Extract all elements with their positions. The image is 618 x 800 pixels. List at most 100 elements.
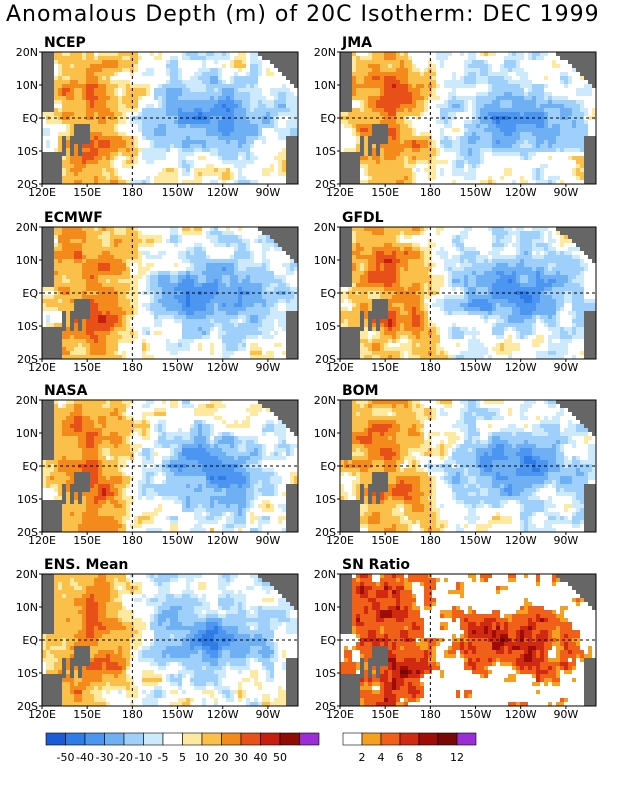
map-cell xyxy=(262,355,266,359)
map-cell xyxy=(392,104,396,108)
map-cell xyxy=(66,279,70,283)
map-cell xyxy=(568,60,572,64)
map-cell xyxy=(254,132,258,136)
map-cell xyxy=(194,72,198,76)
map-cell xyxy=(344,180,348,184)
map-cell xyxy=(62,235,66,239)
map-cell xyxy=(110,60,114,64)
map-cell xyxy=(218,327,222,331)
map-cell xyxy=(278,295,282,299)
map-cell xyxy=(408,72,412,76)
map-cell xyxy=(206,283,210,287)
map-cell xyxy=(46,227,50,231)
map-cell xyxy=(340,164,344,168)
map-cell xyxy=(500,92,504,96)
map-cell xyxy=(290,124,294,128)
map-cell xyxy=(226,227,230,231)
map-cell xyxy=(158,283,162,287)
map-cell xyxy=(242,307,246,311)
map-cell xyxy=(206,128,210,132)
map-cell xyxy=(488,84,492,88)
map-cell xyxy=(122,287,126,291)
map-cell xyxy=(122,267,126,271)
map-cell xyxy=(206,84,210,88)
map-cell xyxy=(262,227,266,231)
map-cell xyxy=(290,323,294,327)
map-cell xyxy=(234,160,238,164)
map-cell xyxy=(134,307,138,311)
map-cell xyxy=(46,112,50,116)
map-cell xyxy=(170,116,174,120)
map-cell xyxy=(82,343,86,347)
map-cell xyxy=(234,120,238,124)
map-cell xyxy=(78,235,82,239)
map-cell xyxy=(90,112,94,116)
map-cell xyxy=(98,287,102,291)
map-cell xyxy=(436,96,440,100)
map-cell xyxy=(114,343,118,347)
map-cell xyxy=(90,243,94,247)
map-cell xyxy=(540,176,544,180)
map-cell xyxy=(166,100,170,104)
map-cell xyxy=(258,92,262,96)
map-cell xyxy=(158,176,162,180)
map-cell xyxy=(118,140,122,144)
map-cell xyxy=(254,108,258,112)
map-cell xyxy=(194,327,198,331)
map-cell xyxy=(348,124,352,128)
map-cell xyxy=(388,100,392,104)
map-cell xyxy=(174,287,178,291)
map-cell xyxy=(90,80,94,84)
map-cell xyxy=(230,76,234,80)
map-cell xyxy=(532,128,536,132)
map-cell xyxy=(182,140,186,144)
map-cell xyxy=(186,227,190,231)
map-cell xyxy=(278,231,282,235)
map-cell xyxy=(122,327,126,331)
map-cell xyxy=(190,311,194,315)
map-cell xyxy=(206,295,210,299)
map-cell xyxy=(214,92,218,96)
map-cell xyxy=(238,64,242,68)
map-cell xyxy=(118,315,122,319)
map-cell xyxy=(74,307,78,311)
map-cell xyxy=(210,311,214,315)
map-cell xyxy=(46,92,50,96)
map-cell xyxy=(282,311,286,315)
map-cell xyxy=(190,160,194,164)
map-cell xyxy=(552,64,556,68)
map-cell xyxy=(118,259,122,263)
map-cell xyxy=(218,100,222,104)
x-tick-label: 150E xyxy=(371,186,399,199)
map-cell xyxy=(592,56,596,60)
map-cell xyxy=(90,136,94,140)
map-cell xyxy=(290,339,294,343)
map-cell xyxy=(560,80,564,84)
map-cell xyxy=(110,136,114,140)
map-cell xyxy=(146,283,150,287)
map-cell xyxy=(118,247,122,251)
map-cell xyxy=(94,263,98,267)
map-cell xyxy=(238,327,242,331)
map-cell xyxy=(118,319,122,323)
map-cell xyxy=(226,108,230,112)
map-cell xyxy=(82,307,86,311)
map-cell xyxy=(258,112,262,116)
map-cell xyxy=(448,92,452,96)
map-cell xyxy=(102,331,106,335)
map-cell xyxy=(226,156,230,160)
map-cell xyxy=(380,180,384,184)
map-cell xyxy=(472,168,476,172)
map-cell xyxy=(42,243,46,247)
map-cell xyxy=(166,92,170,96)
map-cell xyxy=(158,100,162,104)
map-cell xyxy=(262,299,266,303)
map-cell xyxy=(210,275,214,279)
map-cell xyxy=(274,124,278,128)
map-cell xyxy=(106,132,110,136)
map-cell xyxy=(246,92,250,96)
map-cell xyxy=(82,259,86,263)
map-cell xyxy=(230,136,234,140)
map-cell xyxy=(214,128,218,132)
